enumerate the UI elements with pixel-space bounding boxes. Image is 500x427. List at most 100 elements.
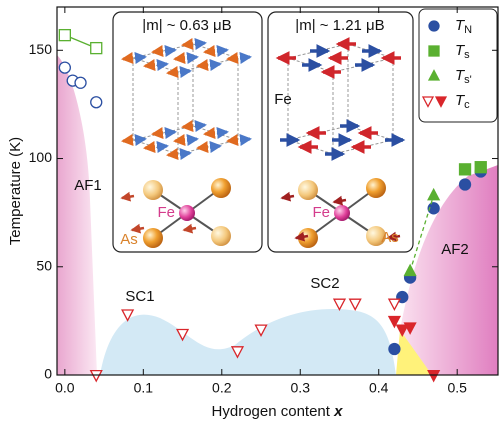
data-point bbox=[403, 322, 417, 335]
spin-arrow bbox=[181, 38, 194, 50]
spin-arrow bbox=[156, 141, 169, 153]
data-point bbox=[254, 324, 268, 337]
annotation: Fe bbox=[157, 204, 175, 221]
spin-arrow bbox=[226, 134, 239, 146]
plot-area bbox=[58, 28, 487, 383]
spin-arrow bbox=[166, 148, 179, 160]
data-point bbox=[427, 202, 440, 215]
spin-arrow bbox=[164, 127, 177, 139]
spin-arrow bbox=[196, 141, 209, 153]
legend-label: TN bbox=[455, 17, 472, 36]
x-tick-label: 0.2 bbox=[212, 380, 232, 396]
data-point bbox=[58, 28, 71, 42]
data-point bbox=[175, 328, 190, 342]
y-tick-label: 150 bbox=[29, 41, 53, 57]
spin-arrow bbox=[121, 134, 134, 146]
legend-marker bbox=[428, 20, 440, 32]
lattice-line bbox=[287, 139, 334, 155]
legend-marker bbox=[421, 96, 435, 108]
data-point bbox=[387, 298, 401, 312]
data-point bbox=[58, 61, 71, 74]
spin-arrow bbox=[239, 52, 252, 64]
data-point bbox=[403, 263, 417, 277]
trend-line bbox=[409, 195, 435, 272]
sc-region bbox=[100, 309, 396, 375]
spin-arrow bbox=[209, 141, 222, 153]
spin-arrow bbox=[209, 59, 222, 71]
annotation: Fe bbox=[312, 204, 330, 221]
spin-arrow bbox=[166, 66, 179, 78]
as-atom bbox=[366, 178, 386, 198]
spin-arrow bbox=[194, 120, 207, 132]
x-tick-label: 0.5 bbox=[447, 380, 467, 396]
spin-arrow bbox=[203, 127, 216, 139]
spin-arrow bbox=[203, 45, 216, 57]
legend-label: Ts bbox=[455, 42, 470, 61]
overlap-region bbox=[396, 330, 432, 375]
y-axis-label: Temperature (K) bbox=[7, 137, 24, 245]
annotation: SC2 bbox=[310, 275, 339, 292]
as-atom bbox=[143, 180, 163, 200]
fe-atom bbox=[179, 205, 195, 221]
legend-marker bbox=[428, 45, 440, 57]
spin-arrow bbox=[173, 134, 186, 146]
data-point bbox=[427, 369, 441, 383]
annotation: As bbox=[381, 229, 399, 246]
spin-arrow bbox=[332, 195, 347, 206]
spin-arrow bbox=[143, 59, 156, 71]
spin-arrow bbox=[294, 231, 309, 242]
insets: |m| ~ 0.63 μB |m| ~ 1.21 μB Fe As Fe As Fe bbox=[120, 17, 406, 248]
spin-arrow bbox=[164, 45, 177, 57]
spin-arrow bbox=[179, 148, 192, 160]
spin-arrow bbox=[182, 223, 197, 234]
y-tick-label: 0 bbox=[44, 366, 52, 382]
data-point bbox=[90, 41, 103, 55]
data-point bbox=[230, 346, 245, 359]
legend-label: Ts' bbox=[455, 67, 472, 86]
spin-arrow bbox=[181, 120, 194, 132]
spin-arrow bbox=[151, 127, 164, 139]
annotation: SC1 bbox=[125, 288, 154, 305]
as-atom bbox=[211, 178, 231, 198]
annotation: AF2 bbox=[441, 241, 469, 258]
spin-arrow bbox=[121, 52, 134, 64]
legend-marker bbox=[434, 96, 448, 108]
data-point bbox=[474, 161, 487, 174]
spin-arrow bbox=[134, 52, 147, 64]
spin-arrow bbox=[186, 52, 199, 64]
data-point bbox=[332, 298, 347, 312]
spin-arrow bbox=[130, 223, 145, 234]
data-point bbox=[89, 369, 103, 383]
annotation: |m| ~ 0.63 μB bbox=[142, 17, 231, 34]
annotation: As bbox=[120, 231, 138, 248]
y-tick-label: 100 bbox=[29, 149, 53, 165]
af2-region bbox=[398, 165, 498, 375]
data-point bbox=[427, 187, 441, 201]
data-point bbox=[395, 324, 409, 337]
y-tick-label: 50 bbox=[36, 257, 52, 273]
x-axis-label: Hydrogen content x bbox=[212, 403, 344, 420]
spin-arrow bbox=[179, 66, 192, 78]
as-atom bbox=[366, 226, 386, 246]
annotation: AF1 bbox=[74, 177, 102, 194]
data-point bbox=[121, 309, 135, 322]
spin-arrow bbox=[156, 59, 169, 71]
x-tick-label: 0.1 bbox=[134, 380, 154, 396]
legend-box bbox=[418, 8, 498, 123]
spin-arrow bbox=[194, 38, 207, 50]
spin-arrow bbox=[173, 52, 186, 64]
data-point bbox=[458, 163, 472, 176]
spin-arrow bbox=[151, 45, 164, 57]
data-point bbox=[90, 96, 103, 109]
as-atom bbox=[298, 180, 318, 200]
annotation: |m| ~ 1.21 μB bbox=[295, 17, 384, 34]
spin-arrow bbox=[216, 127, 229, 139]
data-point bbox=[458, 178, 472, 191]
legend-label: Tc bbox=[455, 92, 470, 111]
fe-atom bbox=[334, 205, 350, 221]
annotation: Fe bbox=[274, 91, 292, 108]
data-point bbox=[387, 315, 401, 329]
spin-arrow bbox=[120, 191, 135, 202]
spin-arrow bbox=[216, 45, 229, 57]
